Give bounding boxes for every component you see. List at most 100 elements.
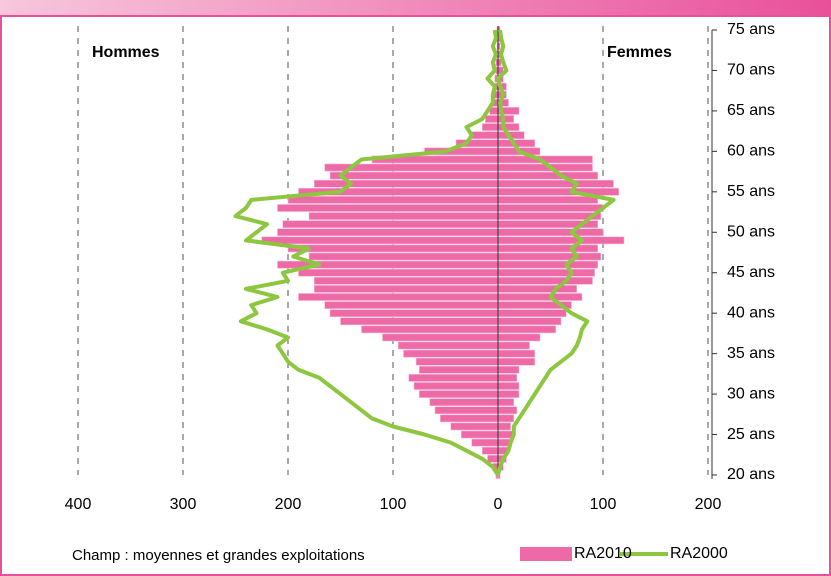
- bar: [298, 268, 499, 277]
- bar: [497, 374, 518, 382]
- bar: [497, 317, 562, 326]
- bar: [497, 309, 567, 318]
- line: [233, 29, 500, 477]
- bar: [487, 454, 499, 463]
- line: [496, 29, 616, 476]
- bar: [471, 131, 499, 140]
- bar: [497, 365, 520, 374]
- bar: [471, 438, 499, 447]
- bar: [340, 317, 499, 326]
- bar: [497, 398, 515, 407]
- bar: [497, 357, 536, 366]
- plot-area: 400 300 200 100 0 100 200 20 ans 25 ans 30 ans 35 …: [65, 21, 775, 561]
- bar: [403, 349, 499, 358]
- bar: [497, 236, 625, 245]
- bar: [497, 325, 557, 334]
- x-tick-label: 200: [275, 496, 302, 513]
- bar: [481, 123, 499, 131]
- bar: [313, 179, 499, 188]
- bar: [361, 325, 499, 334]
- y-tick-label: 65 ans: [727, 102, 775, 119]
- bar: [415, 357, 499, 366]
- bar: [277, 228, 499, 237]
- bar: [497, 115, 515, 123]
- caption: Champ : moyennes et grandes exploitation…: [72, 547, 365, 564]
- bar: [485, 115, 499, 123]
- bar: [298, 293, 499, 301]
- bar: [429, 398, 499, 407]
- bar: [497, 382, 520, 390]
- bar: [313, 285, 499, 293]
- x-tick-label: 0: [494, 496, 503, 513]
- bar: [497, 285, 578, 293]
- bar: [497, 187, 620, 196]
- y-tick-label: 20 ans: [727, 466, 775, 483]
- x-tick-label: 100: [380, 496, 407, 513]
- bar: [481, 446, 499, 455]
- bar: [324, 301, 499, 309]
- bar: [497, 228, 604, 237]
- bar: [497, 171, 599, 180]
- bar: [418, 390, 499, 398]
- legend-label: RA2010: [574, 545, 632, 562]
- bar: [497, 293, 583, 301]
- y-tick-label: 25 ans: [727, 426, 775, 443]
- bar: [413, 382, 499, 390]
- bar: [497, 204, 604, 212]
- bar: [497, 123, 520, 131]
- bar: [497, 244, 599, 253]
- header-band: [0, 0, 831, 16]
- y-tick-label: 75 ans: [727, 21, 775, 38]
- bar: [408, 374, 499, 382]
- bar: [308, 212, 499, 220]
- bar: [282, 220, 499, 229]
- y-tick-label: 60 ans: [727, 143, 775, 160]
- bar: [329, 309, 499, 318]
- bar: [397, 341, 499, 350]
- bar: [308, 252, 499, 261]
- y-tick-label: 55 ans: [727, 183, 775, 200]
- y-tick-label: 45 ans: [727, 264, 775, 281]
- bar: [497, 179, 614, 188]
- legend-swatch: [520, 547, 572, 561]
- bar: [261, 236, 499, 245]
- bar: [382, 333, 499, 342]
- bar: [497, 422, 511, 431]
- right-label: Femmes: [607, 44, 672, 61]
- bar: [497, 406, 518, 415]
- bar: [434, 406, 499, 415]
- legend-label: RA2000: [670, 545, 728, 562]
- left-label: Hommes: [92, 44, 160, 61]
- x-tick-label: 300: [170, 496, 197, 513]
- bar: [277, 204, 499, 212]
- bar: [329, 171, 499, 180]
- bar: [287, 244, 499, 253]
- frame: [0, 15, 831, 576]
- bar: [450, 422, 499, 431]
- bar: [497, 212, 602, 220]
- bar: [287, 196, 499, 204]
- x-tick-label: 100: [590, 496, 617, 513]
- bar: [497, 276, 593, 285]
- bar: [460, 430, 499, 439]
- bar: [497, 414, 515, 423]
- x-tick-label: 400: [65, 496, 92, 513]
- y-tick-label: 70 ans: [727, 62, 775, 79]
- y-tick-label: 30 ans: [727, 385, 775, 402]
- bar: [497, 341, 530, 350]
- bar: [439, 414, 499, 423]
- bar: [497, 252, 602, 261]
- bar: [497, 390, 520, 398]
- bar: [497, 349, 536, 358]
- bar: [313, 276, 499, 285]
- y-tick-label: 50 ans: [727, 223, 775, 240]
- y-tick-label: 40 ans: [727, 304, 775, 321]
- bar: [497, 333, 541, 342]
- x-tick-label: 200: [695, 496, 722, 513]
- bar: [497, 196, 599, 204]
- bar: [497, 268, 595, 277]
- bar: [418, 365, 499, 374]
- bar: [497, 260, 599, 269]
- y-tick-label: 35 ans: [727, 345, 775, 362]
